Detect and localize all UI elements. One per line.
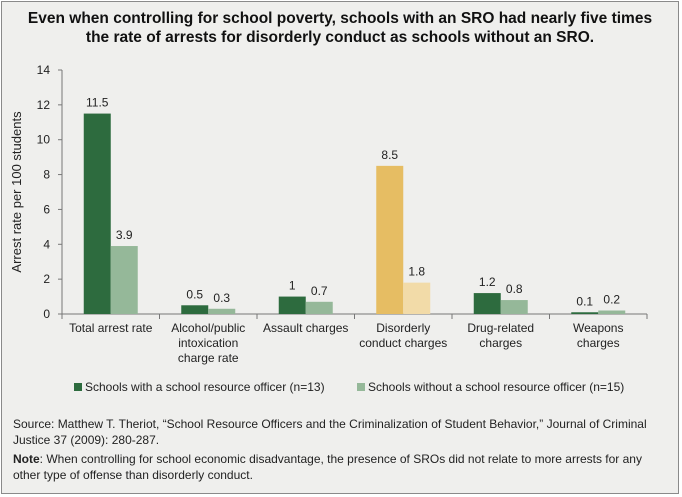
x-category-label: intoxication: [178, 336, 238, 350]
data-label: 11.5: [86, 96, 109, 110]
y-tick-label: 12: [37, 98, 51, 112]
bar-with-sro: [473, 293, 501, 314]
y-tick-label: 6: [43, 202, 50, 216]
x-category-label: charges: [577, 336, 620, 350]
source-text: Source: Matthew T. Theriot, “School Reso…: [13, 417, 647, 447]
x-category-label: Assault charges: [263, 321, 348, 335]
x-category-label: Alcohol/public: [171, 321, 245, 335]
data-label: 8.5: [381, 148, 398, 162]
x-category-label: conduct charges: [359, 336, 447, 350]
y-tick-label: 2: [43, 272, 50, 286]
data-label: 3.9: [116, 228, 133, 242]
data-label: 0.3: [213, 291, 230, 305]
legend-swatch-with-sro: [74, 383, 82, 391]
y-axis-label: Arrest rate per 100 students: [9, 111, 24, 273]
bar-with-sro: [376, 165, 404, 314]
data-label: 0.1: [576, 294, 593, 308]
y-tick-label: 0: [43, 307, 50, 321]
chart-title: Even when controlling for school poverty…: [27, 10, 653, 46]
legend-label-with-sro: Schools with a school resource officer (…: [85, 380, 325, 394]
bar-without-sro: [403, 282, 431, 314]
x-category-label: Total arrest rate: [69, 321, 153, 335]
data-label: 1.8: [408, 265, 425, 279]
data-label: 0.7: [311, 284, 328, 298]
data-label: 0.5: [186, 287, 203, 301]
y-tick-label: 10: [37, 133, 51, 147]
x-category-label: Weapons: [573, 321, 623, 335]
y-tick-label: 8: [43, 168, 50, 182]
bar-with-sro: [83, 113, 111, 314]
data-label: 0.2: [603, 293, 620, 307]
bar-without-sro: [305, 301, 333, 314]
bar-with-sro: [571, 312, 599, 314]
bar-without-sro: [500, 300, 528, 314]
bar-with-sro: [181, 305, 209, 314]
bar-without-sro: [110, 246, 138, 314]
y-tick-label: 4: [43, 237, 50, 251]
x-category-label: charges: [479, 336, 522, 350]
y-tick-label: 14: [37, 63, 51, 77]
bar-without-sro: [598, 310, 626, 314]
x-category-label: Disorderly: [376, 321, 430, 335]
bar-without-sro: [208, 308, 236, 314]
note-text: Note: When controlling for school econom…: [13, 451, 668, 483]
legend-swatch-without-sro: [357, 383, 365, 391]
note-body: : When controlling for school economic d…: [13, 452, 642, 482]
bar-with-sro: [278, 296, 306, 314]
x-category-label: charge rate: [178, 351, 239, 365]
legend-label-without-sro: Schools without a school resource office…: [368, 380, 624, 394]
note-label: Note: [13, 452, 40, 466]
x-category-label: Drug-related: [467, 321, 534, 335]
data-label: 0.8: [506, 282, 523, 296]
data-label: 1.2: [479, 275, 496, 289]
data-label: 1: [289, 279, 296, 293]
